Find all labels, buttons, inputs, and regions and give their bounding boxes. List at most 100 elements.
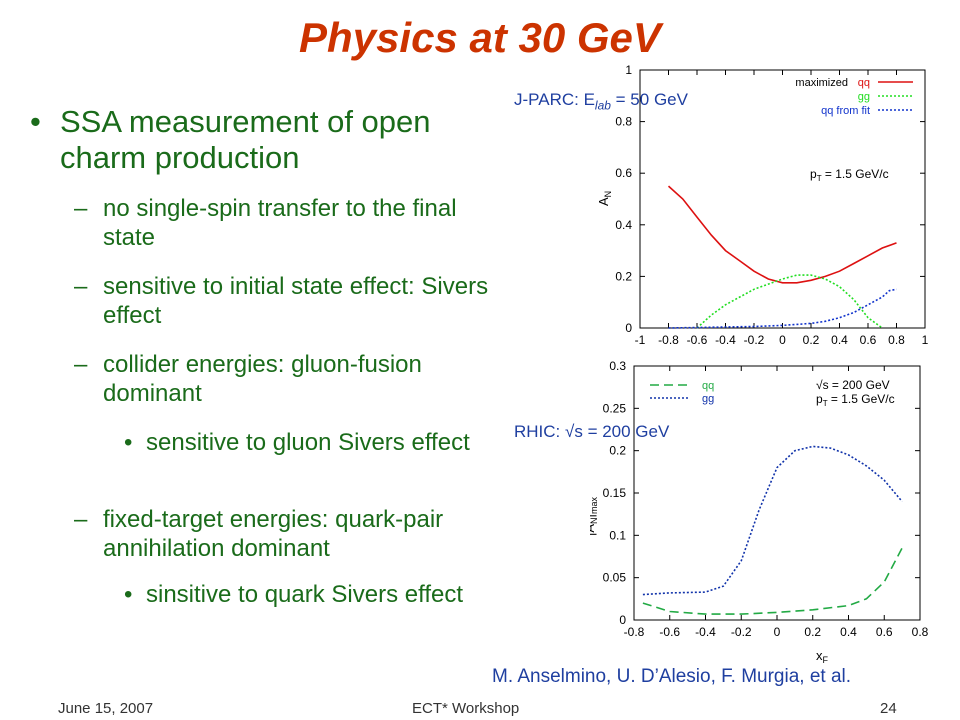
annotation-rhic-prefix: RHIC: bbox=[514, 422, 565, 441]
x-tick-label: -1 bbox=[635, 333, 646, 347]
y-tick-label: 0.1 bbox=[609, 528, 626, 542]
dash-mark: – bbox=[74, 195, 88, 222]
y-axis-label-main: A bbox=[596, 197, 611, 206]
x-tick-label: -0.4 bbox=[715, 333, 736, 347]
y-axis-label-sub: N bbox=[590, 517, 599, 524]
y-tick-label: 0.3 bbox=[609, 359, 626, 373]
pt-annotation: pT = 1.5 GeV/c bbox=[810, 167, 889, 183]
chart-rhic: -0.8 -0.6 -0.4 -0.2 0 0.2 0.4 0.6 0.8 0 0.05 0.1 0.1… bbox=[590, 359, 929, 665]
plot-frame bbox=[633, 365, 921, 621]
pt-annotation: pT = 1.5 GeV/c bbox=[816, 392, 895, 408]
bullet-text: collider energies: gluon-fusion dominant bbox=[103, 351, 422, 407]
bullet-5: • sensitive to gluon Sivers effect bbox=[124, 428, 504, 457]
bullet-text: sensitive to initial state effect: Siver… bbox=[103, 273, 489, 329]
bullet-mark: • bbox=[30, 104, 41, 139]
x-tick-label: -0.8 bbox=[624, 625, 645, 639]
y-tick-label: 0.8 bbox=[615, 115, 632, 129]
legend-label: qq bbox=[858, 77, 870, 89]
series-line-qq bbox=[642, 547, 903, 615]
x-tick-label: 0.4 bbox=[840, 625, 857, 639]
bullet-3: – sensitive to initial state effect: Siv… bbox=[74, 272, 494, 330]
pt-annotation-sub: T bbox=[817, 174, 822, 183]
x-tick-label: 0.4 bbox=[831, 333, 848, 347]
energy-annotation: √s = 200 GeV bbox=[816, 378, 890, 392]
y-tick-label: 0.6 bbox=[615, 166, 632, 180]
footer-page: 24 bbox=[880, 700, 897, 717]
x-tick-label: 0.8 bbox=[912, 625, 929, 639]
x-tick-label: 0.2 bbox=[804, 625, 821, 639]
x-axis-label-sub: F bbox=[823, 655, 829, 665]
bullet-1: • SSA measurement of open charm producti… bbox=[30, 104, 510, 176]
footer-date: June 15, 2007 bbox=[58, 700, 154, 717]
bullet-4: – collider energies: gluon-fusion domina… bbox=[74, 350, 494, 408]
y-tick-label: 0.4 bbox=[615, 218, 632, 232]
x-tick-label: 0.6 bbox=[860, 333, 877, 347]
legend-title: maximized bbox=[795, 77, 848, 89]
y-axis-label: AN bbox=[596, 191, 613, 206]
pt-annotation-main: p bbox=[810, 167, 817, 181]
bullet-text: sensitive to gluon Sivers effect bbox=[146, 429, 470, 456]
y-axis-label-sub2: max bbox=[590, 497, 599, 515]
dash-mark: – bbox=[74, 351, 88, 378]
y-axis-label-main: |A bbox=[590, 524, 597, 536]
x-axis-label: xF bbox=[816, 648, 829, 665]
bullet-text: fixed-target energies: quark-pair annihi… bbox=[103, 506, 444, 562]
bullet-7: • sinsitive to quark Sivers effect bbox=[124, 580, 504, 609]
x-tick-label: 0 bbox=[779, 333, 786, 347]
y-axis-label-sub: N bbox=[603, 191, 613, 198]
y-tick-label: 0 bbox=[619, 613, 626, 627]
x-tick-label: 0.6 bbox=[876, 625, 893, 639]
y-tick-label: 0.25 bbox=[603, 401, 627, 415]
annotation-rhic-sqrt: √ bbox=[565, 422, 575, 441]
series-line-qq-fit bbox=[668, 288, 897, 329]
x-tick-label: -0.2 bbox=[744, 333, 765, 347]
legend-label: gg bbox=[858, 91, 870, 103]
bullet-mark: • bbox=[124, 581, 133, 608]
pt-annotation-suffix: = 1.5 GeV/c bbox=[822, 167, 889, 181]
series-line-gg bbox=[642, 445, 903, 596]
y-axis-label: |AN|max bbox=[590, 497, 599, 536]
y-tick-label: 0 bbox=[625, 321, 632, 335]
y-tick-label: 1 bbox=[625, 63, 632, 77]
y-tick-label: 0.2 bbox=[609, 444, 626, 458]
y-tick-label: 0.05 bbox=[603, 571, 627, 585]
y-tick-label: 0.2 bbox=[615, 269, 632, 283]
legend-label: gg bbox=[702, 393, 714, 405]
bullet-text: SSA measurement of open charm production bbox=[60, 104, 431, 175]
annotation-jparc-suffix: = 50 GeV bbox=[610, 90, 688, 109]
legend-label: qq bbox=[702, 380, 714, 392]
x-tick-label: -0.8 bbox=[658, 333, 679, 347]
x-tick-label: -0.6 bbox=[659, 625, 680, 639]
annotation-jparc-prefix: J-PARC: E bbox=[514, 90, 595, 109]
pt-annotation-suffix: = 1.5 GeV/c bbox=[828, 392, 895, 406]
footer-event: ECT* Workshop bbox=[412, 700, 520, 717]
annotation-jparc-sub: lab bbox=[594, 98, 611, 113]
legend-label: qq from fit bbox=[821, 105, 870, 117]
y-axis-label-suffix: | bbox=[590, 514, 597, 517]
pt-annotation-sub: T bbox=[823, 399, 828, 408]
x-tick-label: 1 bbox=[922, 333, 929, 347]
x-axis-label-main: x bbox=[816, 648, 823, 663]
dash-mark: – bbox=[74, 506, 88, 533]
annotation-rhic-suffix: s = 200 GeV bbox=[574, 422, 670, 441]
bullet-text: no single-spin transfer to the final sta… bbox=[103, 195, 457, 251]
citation: M. Anselmino, U. D’Alesio, F. Murgia, et… bbox=[492, 666, 852, 687]
pt-annotation-main: p bbox=[816, 392, 823, 406]
plot-frame bbox=[639, 69, 926, 329]
x-tick-label: -0.6 bbox=[687, 333, 708, 347]
bullet-2: – no single-spin transfer to the final s… bbox=[74, 194, 514, 252]
bullet-text: sinsitive to quark Sivers effect bbox=[146, 581, 464, 608]
x-tick-label: 0.8 bbox=[888, 333, 905, 347]
x-tick-label: -0.4 bbox=[695, 625, 716, 639]
dash-mark: – bbox=[74, 273, 88, 300]
chart-jparc: -1 -0.8 -0.6 -0.4 -0.2 0 0.2 0.4 0.6 0.8 1 0 0.2 0.4 0… bbox=[596, 63, 929, 347]
slide-title: Physics at 30 GeV bbox=[299, 14, 661, 61]
x-tick-label: 0.2 bbox=[803, 333, 820, 347]
bullet-mark: • bbox=[124, 429, 133, 456]
annotation-jparc: J-PARC: Elab = 50 GeV bbox=[514, 90, 688, 112]
x-tick-label: 0 bbox=[774, 625, 781, 639]
bullet-6: – fixed-target energies: quark-pair anni… bbox=[74, 505, 514, 563]
x-tick-label: -0.2 bbox=[731, 625, 752, 639]
y-tick-label: 0.15 bbox=[603, 486, 627, 500]
series-line-qq bbox=[667, 185, 897, 284]
